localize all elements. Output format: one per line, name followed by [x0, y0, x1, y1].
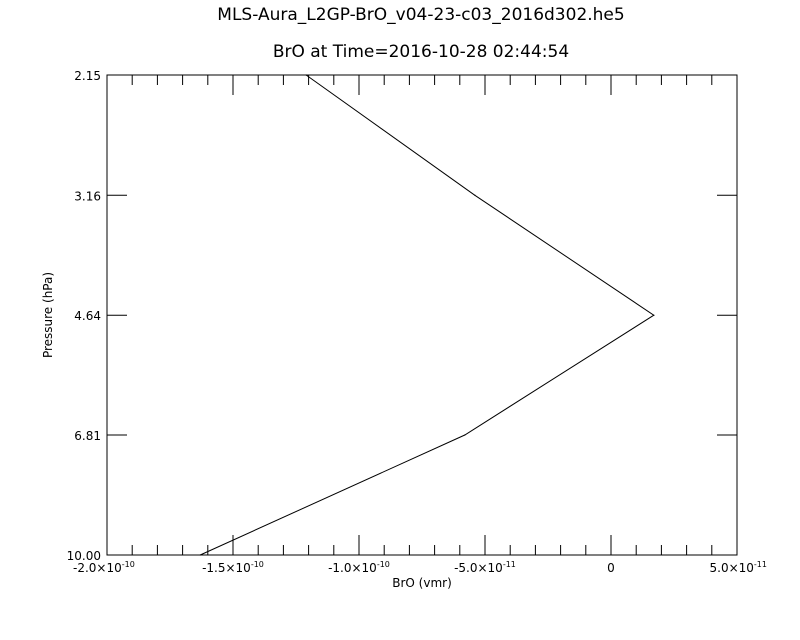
x-tick-label: 0 — [607, 561, 615, 575]
data-point — [474, 194, 476, 196]
y-axis-label: Pressure (hPa) — [41, 272, 55, 358]
x-axis-ticks: -2.0×10-10 -1.5×10-10 -1.0×10-10 -5.0×10-11… — [73, 75, 767, 575]
y-tick-label: 2.15 — [74, 69, 101, 83]
series-layer — [199, 74, 655, 556]
x-tick-label: 5.0×10-11 — [710, 560, 768, 575]
data-point — [305, 74, 307, 76]
x-tick-label: -1.5×10-10 — [202, 560, 264, 575]
x-tick-label: -5.0×10-11 — [454, 560, 516, 575]
plot-frame — [106, 74, 738, 556]
x-tick-label: -2.0×10-10 — [73, 560, 135, 575]
data-point — [653, 314, 655, 316]
y-tick-label: 3.16 — [74, 189, 101, 203]
data-point — [199, 554, 201, 556]
y-axis-ticks: 2.15 3.16 4.64 6.81 10.00 — [67, 69, 737, 563]
x-axis-label: BrO (vmr) — [392, 576, 452, 590]
chart-title: MLS-Aura_L2GP-BrO_v04-23-c03_2016d302.he… — [217, 5, 624, 25]
chart-subtitle: BrO at Time=2016-10-28 02:44:54 — [273, 42, 569, 62]
x-tick-label: -1.0×10-10 — [328, 560, 390, 575]
y-tick-label: 4.64 — [74, 309, 101, 323]
data-point — [464, 434, 466, 436]
y-tick-label: 10.00 — [67, 549, 101, 563]
series-line — [199, 74, 655, 556]
x-minor-ticks — [106, 75, 738, 555]
y-tick-label: 6.81 — [74, 429, 101, 443]
